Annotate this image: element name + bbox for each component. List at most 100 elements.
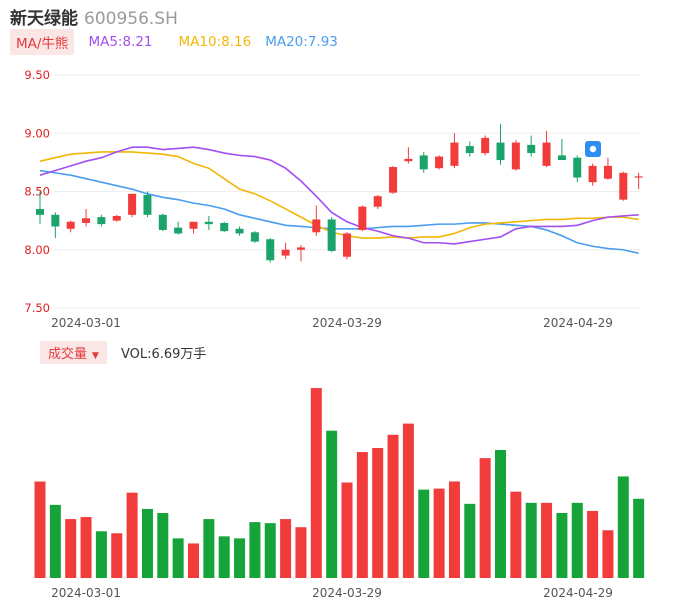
volume-bar — [310, 388, 322, 578]
candle — [66, 220, 75, 233]
volume-bar — [402, 423, 414, 578]
candle-body — [573, 157, 582, 178]
candle-body — [312, 219, 321, 233]
candle-body — [158, 214, 167, 230]
ma10-value: MA10:8.16 — [178, 34, 252, 50]
x-tick-label: 2024-04-29 — [543, 316, 613, 330]
x-tick-label: 2024-03-01 — [51, 316, 121, 330]
candle-body — [82, 218, 91, 223]
ma-indicator-row: MA/牛熊 MA5:8.21 MA10:8.16 MA20:7.93 — [10, 29, 338, 55]
candle — [296, 245, 305, 262]
ma20-line — [39, 169, 639, 255]
volume-label: 成交量 — [48, 346, 88, 362]
stock-code: 600956.SH — [84, 9, 178, 29]
candle — [312, 205, 321, 236]
volume-bar — [65, 519, 77, 578]
volume-bar — [326, 430, 338, 578]
volume-bar — [372, 447, 384, 578]
volume-selector-button[interactable]: 成交量 ▼ — [40, 340, 107, 364]
ma10-line — [39, 151, 639, 239]
ma5-value: MA5:8.21 — [88, 34, 153, 50]
candle-body — [634, 176, 643, 178]
candle-body — [465, 146, 474, 154]
candle-body — [143, 194, 152, 215]
volume-bar — [126, 492, 138, 578]
candle — [389, 165, 398, 194]
candle-body — [481, 137, 490, 154]
candle — [266, 238, 275, 263]
candle — [220, 221, 229, 233]
y-tick-label: 8.00 — [24, 243, 50, 257]
candle-body — [220, 222, 229, 232]
candle-body — [619, 172, 628, 200]
volume-bar — [49, 504, 61, 578]
candle — [189, 221, 198, 234]
candle-body — [496, 142, 505, 161]
candle-body — [389, 167, 398, 193]
candle — [112, 214, 121, 222]
candle-body — [112, 215, 121, 221]
candle — [158, 213, 167, 232]
volume-bar — [141, 508, 153, 578]
candle-body — [373, 196, 382, 207]
candle — [327, 217, 336, 253]
volume-bar — [433, 488, 445, 578]
y-tick-label: 7.50 — [24, 301, 50, 315]
candle-body — [281, 249, 290, 256]
candle-body — [527, 144, 536, 154]
candle — [450, 133, 459, 169]
volume-x-tick-label: 2024-04-29 — [543, 586, 613, 600]
candle-body — [450, 142, 459, 166]
candle-body — [511, 142, 520, 170]
candle — [250, 231, 259, 243]
candle-body — [97, 217, 106, 225]
volume-bar — [295, 527, 307, 578]
caret-down-icon: ▼ — [92, 350, 99, 361]
candle — [51, 212, 60, 239]
volume-bar — [172, 538, 184, 578]
volume-bar — [80, 517, 92, 578]
candle-body — [36, 208, 44, 215]
event-marker-icon — [585, 141, 601, 157]
ma-selector-button[interactable]: MA/牛熊 — [10, 29, 75, 55]
volume-bar — [264, 523, 276, 578]
candle-body — [343, 233, 351, 257]
volume-bar — [633, 498, 645, 578]
y-tick-label: 8.50 — [24, 185, 50, 199]
volume-bar — [234, 538, 246, 578]
volume-indicator-row: 成交量 ▼ VOL:6.69万手 — [40, 340, 206, 364]
volume-bar — [541, 502, 553, 578]
candle — [281, 242, 290, 260]
candle-body — [66, 221, 75, 229]
volume-bar — [218, 536, 230, 578]
volume-bar — [203, 519, 215, 578]
volume-bar — [602, 530, 614, 578]
volume-bar — [280, 519, 292, 578]
candle — [511, 140, 520, 171]
candle — [358, 205, 367, 232]
candle-body — [174, 227, 183, 234]
candle — [573, 155, 582, 183]
volume-bar — [464, 503, 476, 578]
candle — [634, 172, 643, 190]
candle — [481, 135, 490, 156]
candle — [97, 214, 106, 227]
ma20-value: MA20:7.93 — [265, 34, 338, 50]
candle — [36, 191, 44, 225]
candle-body — [189, 221, 198, 229]
volume-bar — [356, 452, 368, 578]
volume-bar — [587, 510, 599, 578]
volume-bar — [448, 481, 460, 578]
candle-body — [404, 158, 413, 162]
event-marker-dot — [589, 145, 597, 153]
candle — [204, 215, 213, 230]
candle — [603, 157, 612, 180]
volume-bar — [341, 482, 353, 578]
candle — [143, 191, 152, 218]
candle — [496, 123, 505, 165]
volume-bar — [188, 543, 199, 578]
candle — [373, 194, 382, 209]
volume-bar — [111, 533, 123, 578]
volume-bar — [34, 481, 46, 578]
volume-bar — [525, 502, 537, 578]
